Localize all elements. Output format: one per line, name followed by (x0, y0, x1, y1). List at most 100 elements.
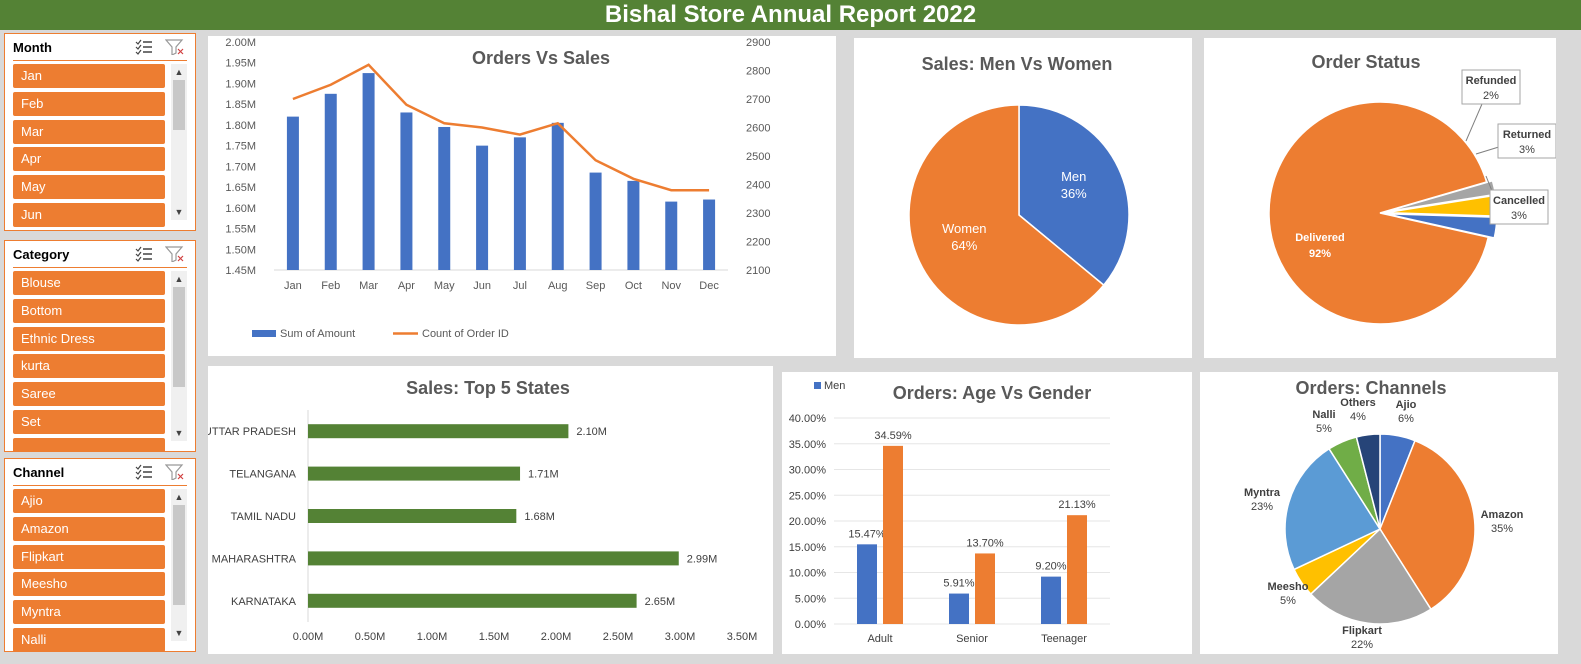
scroll-thumb[interactable] (173, 80, 185, 130)
y-tick: 15.00% (789, 542, 827, 554)
slice-name-label: Amazon (1481, 509, 1524, 521)
slicer-item-partial[interactable] (13, 437, 165, 451)
scroll-up-arrow-icon[interactable]: ▲ (174, 67, 184, 77)
scroll-thumb[interactable] (173, 505, 185, 605)
x-tick: Nov (661, 280, 681, 292)
bar-amount-jan (286, 116, 299, 270)
slicer-item-set[interactable]: Set (13, 410, 165, 434)
slice-name-label: Nalli (1312, 409, 1335, 421)
x-tick: Oct (625, 280, 642, 292)
orders-vs-sales-chart[interactable]: Orders Vs Sales 2.00M 1.95M 1.90M 1.85M 1.80M… (208, 36, 836, 356)
bar-state (308, 424, 569, 439)
slicer-item-saree[interactable]: Saree (13, 382, 165, 407)
order-status-chart[interactable]: Order Status Delivered 92% Refunded 2% Return… (1204, 38, 1556, 358)
slice-delivered (1268, 101, 1490, 325)
slice-value-label: 22% (1351, 639, 1373, 651)
slicer-scrollbar[interactable]: ▲ ▼ (171, 64, 187, 220)
slicer-item-blouse[interactable]: Blouse (13, 271, 165, 295)
orders-vs-sales-svg: Orders Vs Sales 2.00M 1.95M 1.90M 1.85M 1.80M… (225, 37, 770, 340)
slicer-item-meesho[interactable]: Meesho (13, 572, 165, 597)
slicer-item-feb[interactable]: Feb (13, 91, 165, 116)
slicer-item-apr[interactable]: Apr (13, 147, 165, 172)
chart-title: Orders: Channels (1295, 378, 1446, 398)
slicer-item-kurta[interactable]: kurta (13, 354, 165, 379)
y-tick: TELANGANA (229, 469, 296, 481)
bar-state (308, 551, 679, 566)
slicer-item-myntra[interactable]: Myntra (13, 600, 165, 625)
multi-select-icon[interactable] (135, 464, 153, 480)
slice-others (1355, 433, 1381, 530)
callout-box (1461, 69, 1521, 105)
x-tick: 1.00M (417, 631, 448, 643)
chart-title: Order Status (1311, 52, 1420, 72)
slice-men (1018, 104, 1130, 287)
x-tick: Jan (284, 280, 302, 292)
data-label: 5.91% (943, 578, 974, 590)
scroll-down-arrow-icon[interactable]: ▼ (174, 628, 184, 638)
y-left-tick: 1.50M (225, 244, 256, 256)
slicer-item-flipkart[interactable]: Flipkart (13, 544, 165, 569)
data-label: 9.20% (1035, 561, 1066, 573)
top-5-states-svg: Sales: Top 5 States UTTAR PRADESH 2.10M TEL… (208, 378, 758, 643)
slicer-item-bottom[interactable]: Bottom (13, 298, 165, 323)
x-tick: May (434, 280, 455, 292)
slice-name-label: Cancelled (1493, 195, 1545, 207)
slicer-item-mar[interactable]: Mar (13, 119, 165, 144)
bar-adult (883, 445, 903, 624)
slicer-item-may[interactable]: May (13, 175, 165, 200)
channels-chart[interactable]: Orders: Channels Ajio 6% Amazon 35% Flipkart 2… (1200, 372, 1558, 654)
y-tick: 25.00% (789, 490, 827, 502)
y-right-tick: 2100 (746, 265, 770, 277)
bar-state (308, 593, 637, 608)
slicer-item-ethnic-dress[interactable]: Ethnic Dress (13, 326, 165, 351)
scroll-thumb[interactable] (173, 287, 185, 387)
slicer-title: Category (13, 247, 70, 262)
slice-name-label: Returned (1503, 129, 1551, 141)
scroll-up-arrow-icon[interactable]: ▲ (174, 492, 184, 502)
y-tick: 30.00% (789, 465, 827, 477)
slicer-item-nalli[interactable]: Nalli (13, 628, 165, 651)
bar-amount-apr (400, 112, 413, 271)
clear-filter-icon[interactable] (164, 39, 184, 56)
men-vs-women-chart[interactable]: Sales: Men Vs Women Men 36% Women 64% (854, 38, 1192, 358)
slicer-item-ajio[interactable]: Ajio (13, 489, 165, 513)
slicer-item-jun[interactable]: Jun (13, 203, 165, 227)
data-label: 2.10M (576, 426, 607, 438)
slicer-scrollbar[interactable]: ▲ ▼ (171, 489, 187, 641)
age-vs-gender-chart[interactable]: Orders: Age Vs Gender Men 40.00% 35.00% 30.0… (782, 372, 1192, 654)
y-left-tick: 1.75M (225, 141, 256, 153)
scroll-down-arrow-icon[interactable]: ▼ (174, 207, 184, 217)
slicer-header: Category (13, 241, 187, 268)
y-left-tick: 1.85M (225, 99, 256, 111)
bar-amount-sep (589, 172, 602, 270)
y-left-tick: 1.80M (225, 120, 256, 132)
slicer-channel: Channel Ajio Amazon Flipkart Meesho Myntra Nal… (4, 458, 196, 652)
bar-senior (949, 593, 969, 624)
chart-title: Sales: Men Vs Women (922, 54, 1113, 74)
chart-title: Sales: Top 5 States (406, 378, 570, 398)
slice-amazon (1379, 439, 1476, 611)
multi-select-icon[interactable] (135, 39, 153, 55)
slicer-scrollbar[interactable]: ▲ ▼ (171, 271, 187, 441)
clear-filter-icon[interactable] (164, 464, 184, 481)
y-tick: UTTAR PRADESH (208, 426, 296, 438)
data-label: 2.99M (687, 553, 718, 565)
scroll-down-arrow-icon[interactable]: ▼ (174, 428, 184, 438)
slice-name-label: Delivered (1295, 232, 1345, 244)
bar-amount-jun (476, 145, 489, 270)
slicer-item-jan[interactable]: Jan (13, 64, 165, 88)
slicer-title: Channel (13, 465, 65, 480)
slicer-item-amazon[interactable]: Amazon (13, 516, 165, 541)
y-tick: 0.00% (795, 619, 826, 631)
slice-value-label: 23% (1251, 501, 1273, 513)
x-tick: 3.50M (727, 631, 758, 643)
x-tick: Sep (586, 280, 606, 292)
scroll-up-arrow-icon[interactable]: ▲ (174, 274, 184, 284)
slicer-month: Month Jan Feb Mar Apr May Jun ▲ ▼ (4, 33, 196, 231)
multi-select-icon[interactable] (135, 246, 153, 262)
top-5-states-chart[interactable]: Sales: Top 5 States UTTAR PRADESH 2.10M TEL… (208, 366, 773, 654)
bar-amount-may (438, 126, 451, 271)
data-label: 1.71M (528, 469, 559, 481)
clear-filter-icon[interactable] (164, 246, 184, 263)
